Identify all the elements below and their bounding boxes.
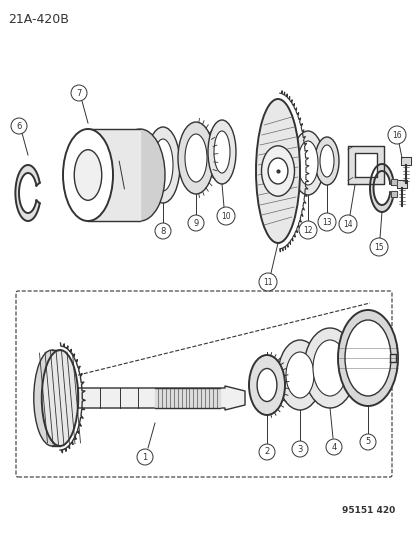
- Text: 4: 4: [330, 442, 336, 451]
- Ellipse shape: [297, 141, 317, 185]
- Circle shape: [11, 118, 27, 134]
- Ellipse shape: [337, 310, 397, 406]
- Text: 5: 5: [365, 438, 370, 447]
- Circle shape: [259, 444, 274, 460]
- Ellipse shape: [178, 122, 214, 194]
- Ellipse shape: [268, 158, 287, 184]
- Text: 1: 1: [142, 453, 147, 462]
- Ellipse shape: [312, 340, 346, 396]
- Ellipse shape: [214, 131, 230, 173]
- Circle shape: [369, 238, 387, 256]
- Text: 8: 8: [160, 227, 165, 236]
- Ellipse shape: [314, 137, 338, 185]
- Text: 13: 13: [321, 217, 331, 227]
- Circle shape: [188, 215, 204, 231]
- Polygon shape: [389, 354, 395, 362]
- Ellipse shape: [285, 352, 313, 398]
- Text: 6: 6: [16, 122, 21, 131]
- Ellipse shape: [261, 146, 294, 196]
- Circle shape: [387, 126, 405, 144]
- Polygon shape: [78, 386, 244, 410]
- Polygon shape: [88, 129, 140, 221]
- Circle shape: [259, 273, 276, 291]
- Circle shape: [71, 85, 87, 101]
- Ellipse shape: [319, 145, 333, 177]
- Text: 10: 10: [221, 212, 230, 221]
- Circle shape: [338, 215, 356, 233]
- Text: 3: 3: [297, 445, 302, 454]
- Ellipse shape: [74, 150, 102, 200]
- Circle shape: [298, 221, 316, 239]
- Circle shape: [154, 223, 171, 239]
- Circle shape: [317, 213, 335, 231]
- Ellipse shape: [153, 139, 173, 191]
- Polygon shape: [400, 157, 410, 165]
- Ellipse shape: [256, 368, 276, 401]
- Ellipse shape: [303, 328, 355, 408]
- Ellipse shape: [344, 320, 390, 396]
- Ellipse shape: [146, 127, 180, 203]
- Circle shape: [325, 439, 341, 455]
- Polygon shape: [390, 179, 396, 185]
- Circle shape: [291, 441, 307, 457]
- Polygon shape: [15, 165, 40, 221]
- Text: 21A-420B: 21A-420B: [8, 13, 69, 26]
- Ellipse shape: [255, 99, 299, 243]
- Circle shape: [137, 449, 153, 465]
- Text: 2: 2: [264, 448, 269, 456]
- Ellipse shape: [34, 350, 70, 446]
- Polygon shape: [369, 164, 393, 212]
- Polygon shape: [154, 388, 219, 408]
- Ellipse shape: [277, 340, 321, 410]
- Polygon shape: [354, 153, 376, 177]
- Polygon shape: [390, 191, 396, 197]
- Circle shape: [216, 207, 235, 225]
- Text: 7: 7: [76, 88, 81, 98]
- Ellipse shape: [42, 350, 78, 446]
- Circle shape: [359, 434, 375, 450]
- Polygon shape: [347, 146, 383, 184]
- Text: 11: 11: [263, 278, 272, 287]
- Ellipse shape: [291, 131, 323, 195]
- Ellipse shape: [207, 120, 235, 184]
- Ellipse shape: [248, 355, 284, 415]
- Polygon shape: [396, 180, 406, 188]
- Text: 14: 14: [342, 220, 352, 229]
- Text: 95151 420: 95151 420: [341, 506, 394, 515]
- Ellipse shape: [185, 134, 206, 182]
- Ellipse shape: [115, 129, 165, 221]
- Text: 12: 12: [302, 225, 312, 235]
- Ellipse shape: [63, 129, 113, 221]
- Text: 16: 16: [391, 131, 401, 140]
- Text: 9: 9: [193, 219, 198, 228]
- Text: 15: 15: [373, 243, 383, 252]
